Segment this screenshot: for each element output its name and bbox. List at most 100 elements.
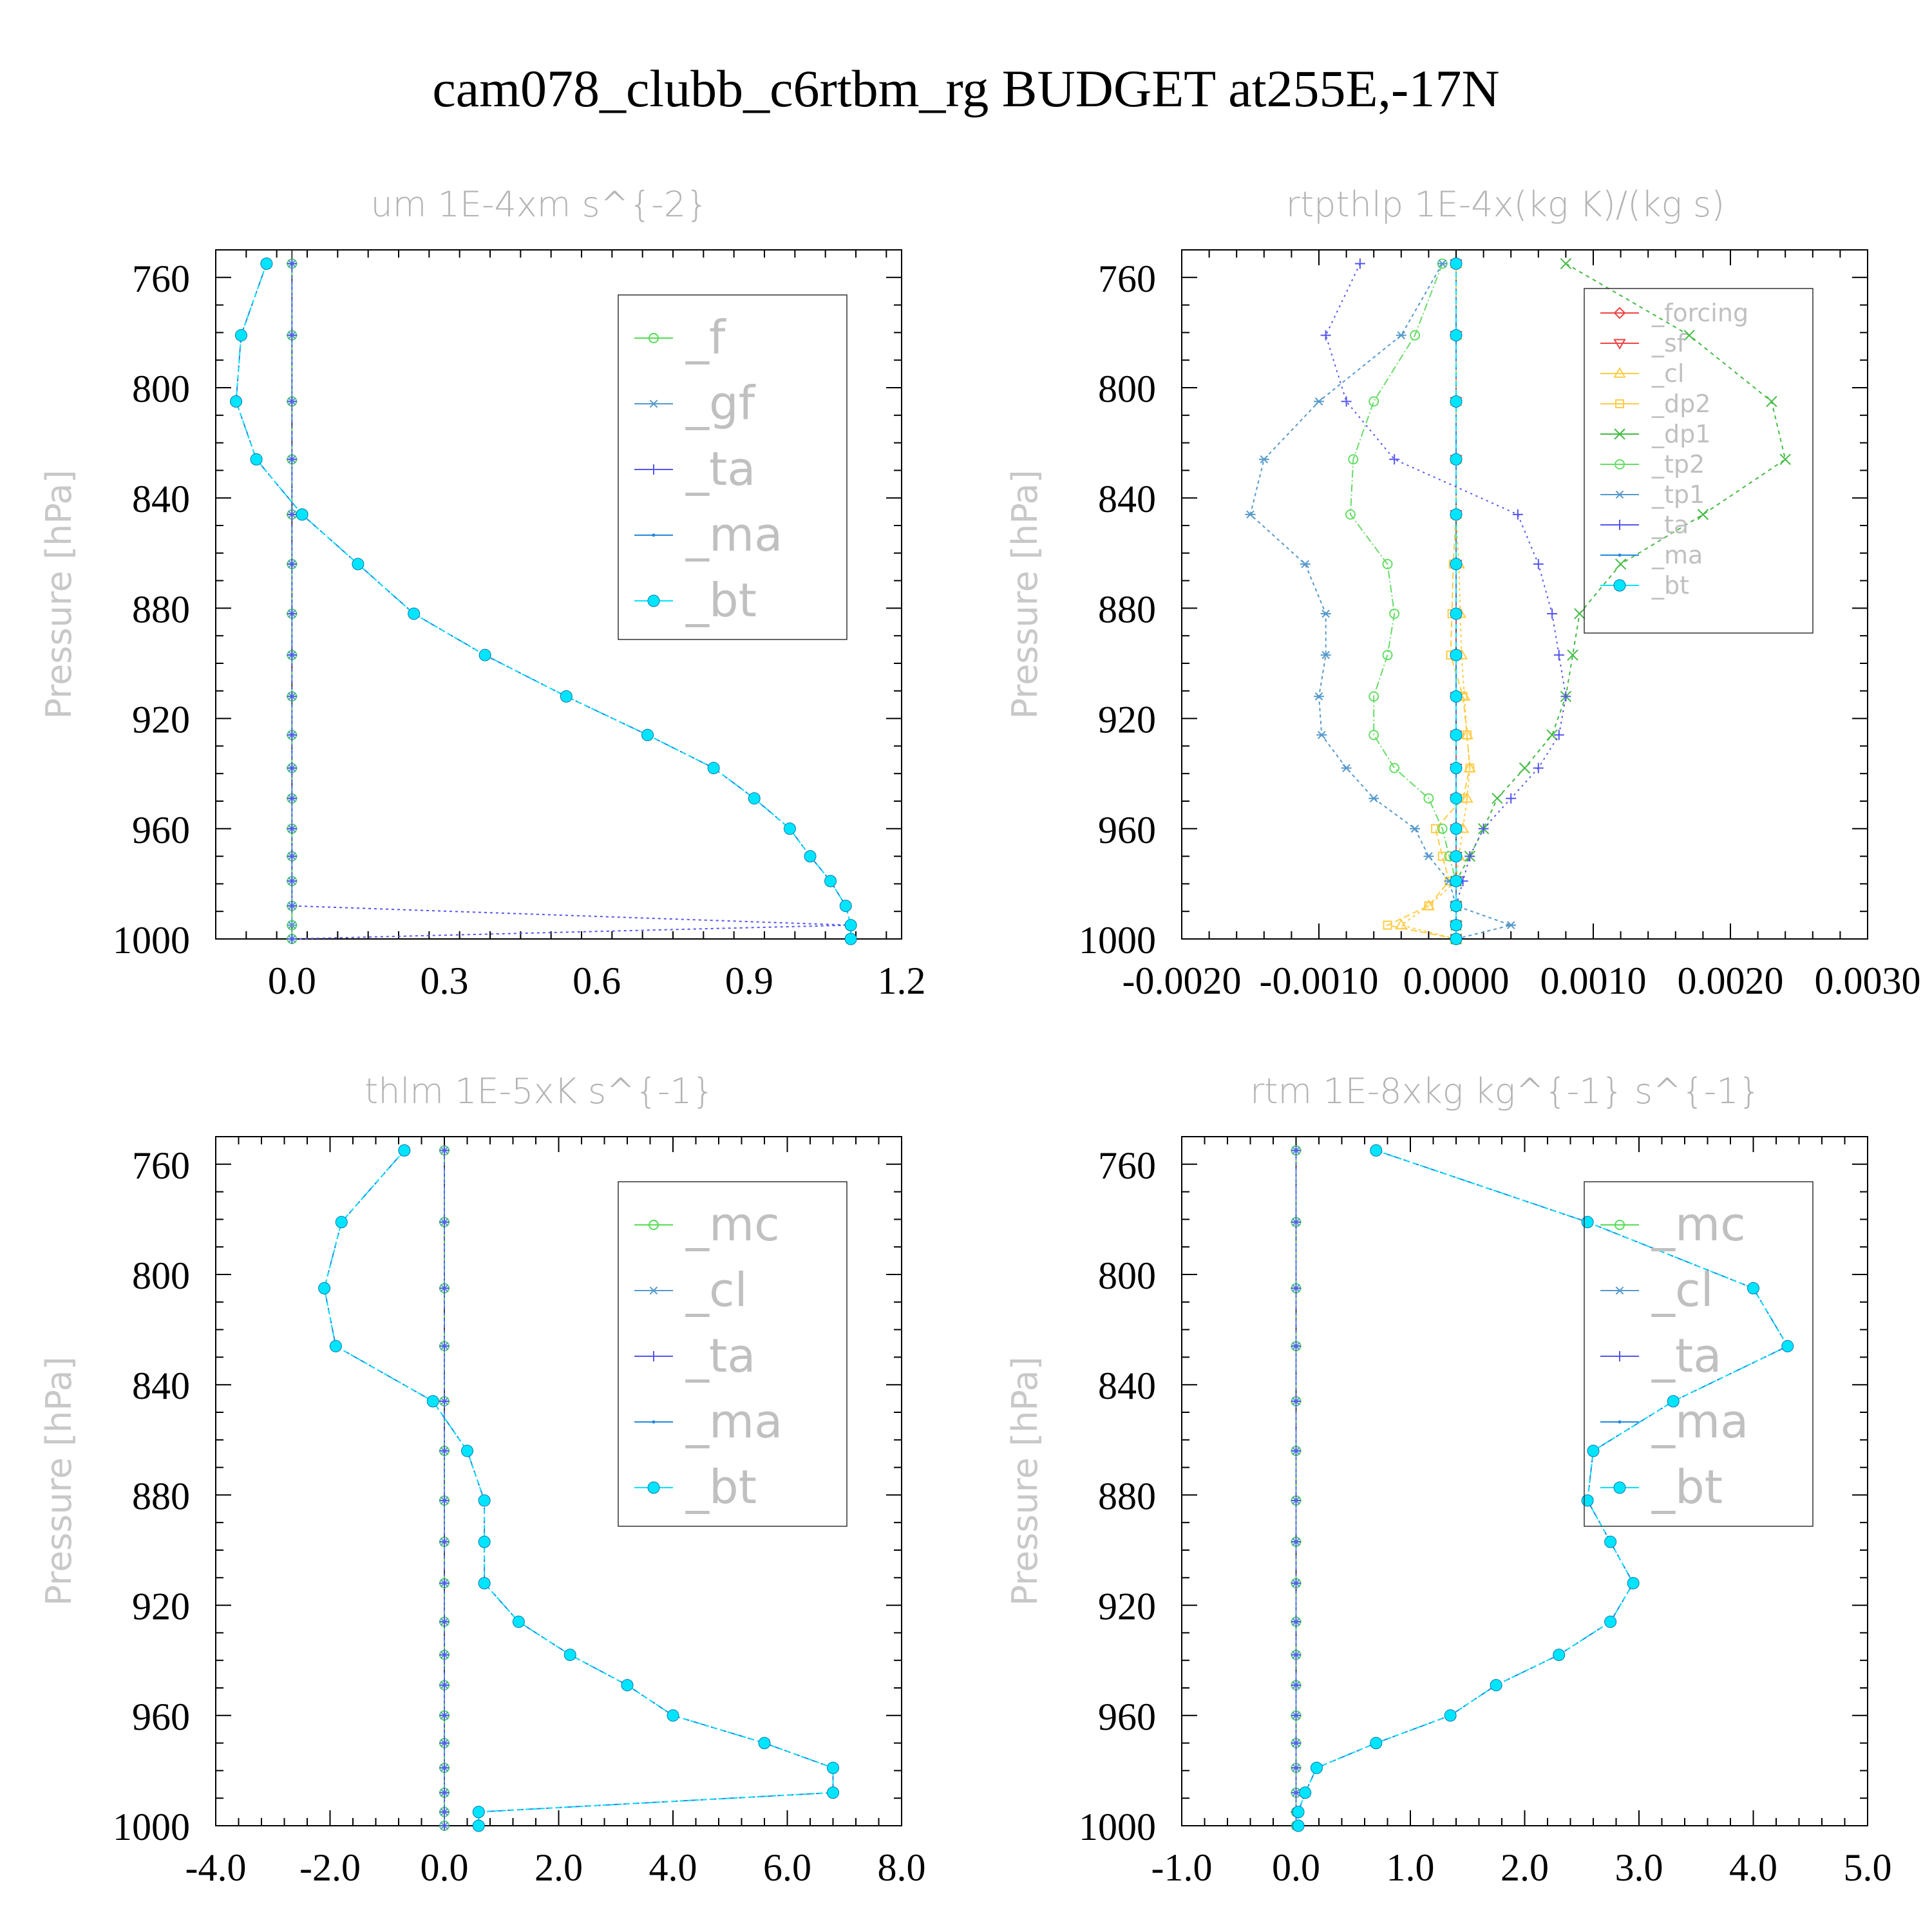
legend-marker <box>1613 1481 1626 1494</box>
y-tick-label: 800 <box>132 368 190 410</box>
series-tp1 <box>1245 260 1517 943</box>
data-point <box>748 792 761 805</box>
data-point <box>1437 260 1448 268</box>
x-tick-label: 0.0000 <box>1403 960 1510 1002</box>
data-point <box>1437 823 1448 834</box>
legend: _f _gf _ta _ma _bt <box>618 294 848 640</box>
legend-label: _bt <box>1651 571 1689 600</box>
data-point <box>621 1679 634 1692</box>
data-point <box>1341 396 1352 407</box>
data-point <box>1553 650 1564 661</box>
y-tick-label: 1000 <box>1079 1806 1156 1848</box>
data-point <box>461 1444 473 1457</box>
legend-item: _ta <box>1600 1329 1721 1383</box>
data-point <box>287 921 298 929</box>
data-point <box>667 1709 679 1722</box>
data-point <box>707 762 720 775</box>
x-tick-label: 2.0 <box>535 1846 583 1889</box>
panel-title: rtpthlp 1E-4x(kg K)/(kg s) <box>1286 184 1725 225</box>
legend-marker <box>1615 1220 1625 1230</box>
data-point <box>1370 1737 1383 1750</box>
data-point <box>1512 509 1523 520</box>
legend-item: _dp1 <box>1600 420 1710 448</box>
legend-label: _ma <box>1651 1394 1748 1448</box>
data-point <box>1553 1649 1566 1662</box>
data-point <box>1450 257 1463 270</box>
data-point <box>1450 900 1463 913</box>
data-point <box>1560 258 1572 270</box>
data-point <box>1437 851 1447 861</box>
data-point <box>439 1821 450 1831</box>
data-point <box>1533 762 1544 773</box>
data-point <box>1291 1680 1302 1690</box>
series-line <box>1455 263 1786 939</box>
legend-item: _tp1 <box>1600 480 1705 509</box>
y-tick-label: 880 <box>1098 588 1156 630</box>
data-point <box>1389 762 1400 773</box>
data-point <box>478 1494 491 1507</box>
legend-label: _mc <box>685 1197 780 1251</box>
data-point <box>1781 1340 1794 1352</box>
x-tick-label: 0.6 <box>573 960 621 1002</box>
data-point <box>1383 920 1392 930</box>
data-point <box>1492 793 1503 804</box>
data-point <box>1450 792 1463 805</box>
data-point <box>1581 1494 1594 1507</box>
data-point <box>827 1761 839 1774</box>
legend-label: _f <box>685 310 726 365</box>
x-tick-label: 0.0020 <box>1678 960 1784 1002</box>
y-tick-label: 760 <box>1098 1144 1156 1187</box>
data-point <box>1348 454 1359 465</box>
data-point <box>439 1680 450 1690</box>
data-point <box>1431 824 1441 833</box>
data-point <box>1370 1144 1383 1157</box>
series-bt <box>230 257 857 945</box>
data-point <box>564 1649 576 1662</box>
data-point <box>1573 608 1586 620</box>
data-point <box>1604 1615 1617 1628</box>
data-point <box>1314 692 1324 701</box>
data-point <box>1464 851 1475 862</box>
legend-item: _mc <box>634 1197 780 1251</box>
legend-marker <box>1613 307 1626 319</box>
data-point <box>844 919 857 932</box>
legend-label: _cl <box>685 1263 748 1317</box>
legend-marker <box>1615 520 1625 530</box>
x-tick-label: 1.2 <box>878 960 926 1002</box>
data-point <box>1291 1145 1302 1156</box>
legend-marker <box>649 333 659 343</box>
series-bt <box>318 1144 839 1832</box>
data-point <box>1533 558 1544 569</box>
chart-panel-4: rtm 1E-8xkg kg^{-1} s^{-1} Pressure [hPa]… <box>1005 1071 1892 1889</box>
data-point <box>1465 763 1475 773</box>
x-tick-label: -1.0 <box>1151 1846 1213 1889</box>
y-tick-label: 960 <box>1098 809 1156 851</box>
y-tick-label: 840 <box>132 1365 190 1407</box>
data-point <box>839 900 852 913</box>
data-point <box>1450 822 1463 835</box>
data-point <box>1450 607 1463 620</box>
legend-label: _ma <box>1651 541 1703 569</box>
data-point <box>804 850 817 863</box>
data-point <box>1450 508 1463 521</box>
x-tick-label: 4.0 <box>649 1846 697 1889</box>
x-tick-label: -0.0010 <box>1260 960 1379 1002</box>
y-tick-label: 840 <box>1098 478 1156 520</box>
legend-item: _bt <box>1600 1460 1723 1514</box>
legend-marker <box>1615 459 1625 469</box>
legend-label: _ma <box>685 507 782 562</box>
data-point <box>1291 1537 1302 1548</box>
data-point <box>439 1341 450 1352</box>
data-point <box>827 1786 839 1799</box>
data-point <box>287 509 298 520</box>
legend-item: _cl <box>1600 359 1684 388</box>
legend-label: _tp1 <box>1651 480 1705 509</box>
data-point <box>439 1537 450 1548</box>
data-point <box>512 1615 525 1628</box>
legend-marker <box>647 1481 660 1494</box>
legend-item: _ma <box>1600 1394 1748 1448</box>
x-tick-label: 3.0 <box>1615 1846 1663 1889</box>
data-point <box>1490 1679 1502 1692</box>
y-tick-label: 960 <box>1098 1696 1156 1738</box>
data-point <box>318 1282 331 1294</box>
